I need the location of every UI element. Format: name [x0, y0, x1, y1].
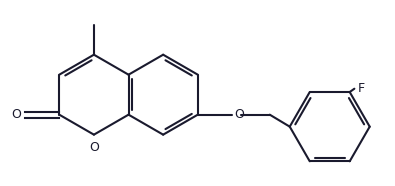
Text: O: O	[234, 108, 244, 121]
Text: F: F	[358, 82, 365, 95]
Text: O: O	[11, 108, 21, 121]
Text: O: O	[89, 141, 99, 154]
